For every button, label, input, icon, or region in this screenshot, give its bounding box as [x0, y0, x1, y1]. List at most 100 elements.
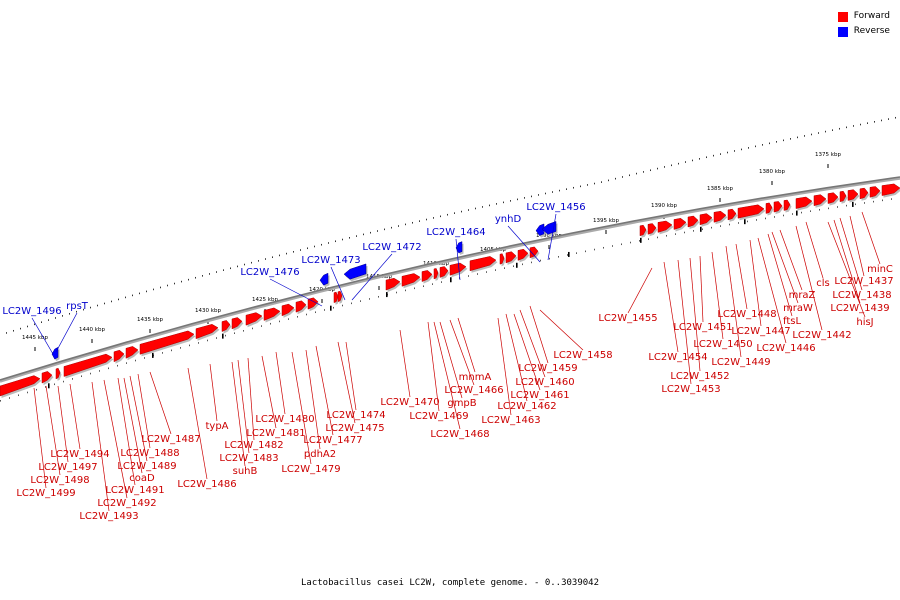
forward-gene-arrow[interactable]	[859, 187, 869, 200]
gene-label[interactable]: pdhA2	[304, 449, 336, 460]
forward-gene-arrow[interactable]	[657, 220, 673, 233]
forward-gene-arrow[interactable]	[195, 324, 219, 340]
gene-label[interactable]: LC2W_1451	[673, 322, 732, 333]
forward-gene-arrow[interactable]	[307, 297, 319, 310]
forward-gene-arrow[interactable]	[813, 194, 827, 207]
forward-gene-arrow[interactable]	[41, 371, 53, 384]
gene-label[interactable]: coaD	[129, 473, 155, 484]
forward-gene-arrow[interactable]	[421, 270, 433, 282]
gene-label[interactable]: LC2W_1472	[362, 242, 421, 253]
forward-gene-arrow[interactable]	[713, 210, 727, 223]
gene-label[interactable]: LC2W_1438	[832, 290, 891, 301]
reverse-gene-arrow[interactable]	[319, 272, 329, 286]
gene-label[interactable]: LC2W_1481	[246, 428, 305, 439]
gene-label[interactable]: LC2W_1455	[598, 313, 657, 324]
forward-gene-arrow[interactable]	[505, 251, 517, 264]
forward-gene-arrow[interactable]	[263, 307, 281, 321]
forward-gene-arrow[interactable]	[295, 300, 307, 313]
forward-gene-arrow[interactable]	[63, 353, 113, 377]
forward-gene-arrow[interactable]	[727, 208, 737, 221]
gene-label[interactable]: LC2W_1447	[731, 326, 790, 337]
gene-label[interactable]: LC2W_1439	[830, 303, 889, 314]
gene-label[interactable]: LC2W_1486	[177, 479, 236, 490]
gene-label[interactable]: hisJ	[856, 317, 873, 328]
gene-label[interactable]: mraW	[783, 303, 813, 314]
forward-gene-arrow[interactable]	[439, 266, 449, 278]
gene-label[interactable]: LC2W_1450	[693, 339, 752, 350]
gene-label[interactable]: LC2W_1480	[255, 414, 314, 425]
gene-label[interactable]: LC2W_1498	[30, 475, 89, 486]
forward-gene-arrow[interactable]	[737, 204, 765, 219]
gene-label[interactable]: LC2W_1474	[326, 410, 385, 421]
reverse-gene-arrow[interactable]	[541, 221, 557, 235]
reverse-gene-arrow[interactable]	[535, 223, 545, 236]
reverse-gene-arrow[interactable]	[51, 346, 59, 360]
gene-label[interactable]: suhB	[233, 466, 258, 477]
forward-gene-arrow[interactable]	[783, 199, 791, 211]
gene-label[interactable]: LC2W_1463	[481, 415, 540, 426]
gene-label[interactable]: LC2W_1466	[444, 385, 503, 396]
gene-label[interactable]: LC2W_1482	[224, 440, 283, 451]
gene-label[interactable]: typA	[205, 421, 228, 432]
forward-gene-arrow[interactable]	[499, 253, 505, 265]
gene-label[interactable]: LC2W_1454	[648, 352, 707, 363]
forward-gene-arrow[interactable]	[517, 248, 529, 261]
reverse-gene-arrow[interactable]	[343, 263, 367, 280]
gene-label[interactable]: mnmA	[459, 372, 492, 383]
forward-gene-arrow[interactable]	[647, 223, 657, 235]
gene-label[interactable]: LC2W_1462	[497, 401, 556, 412]
gene-label[interactable]: gmpB	[447, 398, 476, 409]
gene-label[interactable]: LC2W_1461	[510, 390, 569, 401]
gene-label[interactable]: LC2W_1497	[38, 462, 97, 473]
gene-label[interactable]: LC2W_1469	[409, 411, 468, 422]
forward-gene-arrow[interactable]	[881, 183, 900, 196]
gene-label[interactable]: LC2W_1452	[670, 371, 729, 382]
gene-label[interactable]: cls	[816, 278, 830, 289]
forward-gene-arrow[interactable]	[0, 375, 41, 397]
gene-label[interactable]: LC2W_1458	[553, 350, 612, 361]
gene-label[interactable]: ftsL	[783, 316, 801, 327]
forward-gene-arrow[interactable]	[245, 312, 263, 326]
gene-label[interactable]: LC2W_1460	[515, 377, 574, 388]
forward-gene-arrow[interactable]	[401, 273, 421, 287]
forward-gene-arrow[interactable]	[699, 213, 713, 226]
gene-label[interactable]: minC	[867, 264, 893, 275]
forward-gene-arrow[interactable]	[839, 190, 847, 203]
forward-gene-arrow[interactable]	[795, 196, 813, 209]
forward-gene-arrow[interactable]	[113, 349, 125, 363]
gene-label[interactable]: LC2W_1475	[325, 423, 384, 434]
forward-gene-arrow[interactable]	[337, 290, 343, 303]
gene-label[interactable]: LC2W_1479	[281, 464, 340, 475]
forward-gene-arrow[interactable]	[847, 189, 859, 201]
forward-gene-arrow[interactable]	[639, 224, 647, 237]
gene-label[interactable]: LC2W_1468	[430, 429, 489, 440]
gene-label[interactable]: LC2W_1483	[219, 453, 278, 464]
forward-gene-arrow[interactable]	[231, 317, 243, 330]
gene-label[interactable]: LC2W_1448	[717, 309, 776, 320]
gene-label[interactable]: LC2W_1491	[105, 485, 164, 496]
gene-label[interactable]: LC2W_1496	[2, 306, 61, 317]
forward-gene-arrow[interactable]	[433, 268, 439, 280]
gene-label[interactable]: LC2W_1473	[301, 255, 360, 266]
gene-label[interactable]: LC2W_1488	[120, 448, 179, 459]
forward-gene-arrow[interactable]	[221, 320, 231, 332]
forward-gene-arrow[interactable]	[773, 201, 783, 213]
gene-label[interactable]: LC2W_1477	[303, 435, 362, 446]
gene-label[interactable]: LC2W_1493	[79, 511, 138, 522]
gene-label[interactable]: LC2W_1442	[792, 330, 851, 341]
gene-label[interactable]: LC2W_1470	[380, 397, 439, 408]
gene-label[interactable]: LC2W_1437	[834, 276, 893, 287]
gene-label[interactable]: LC2W_1489	[117, 461, 176, 472]
gene-label[interactable]: LC2W_1459	[518, 363, 577, 374]
forward-gene-arrow[interactable]	[333, 291, 339, 304]
gene-label[interactable]: LC2W_1449	[711, 357, 770, 368]
forward-gene-arrow[interactable]	[673, 218, 687, 230]
gene-label[interactable]: LC2W_1494	[50, 449, 109, 460]
gene-label[interactable]: LC2W_1487	[141, 434, 200, 445]
gene-label[interactable]: LC2W_1456	[526, 202, 585, 213]
forward-gene-arrow[interactable]	[55, 367, 61, 380]
forward-gene-arrow[interactable]	[385, 277, 401, 291]
forward-gene-arrow[interactable]	[281, 303, 295, 317]
gene-label[interactable]: mraZ	[789, 290, 816, 301]
forward-gene-arrow[interactable]	[139, 330, 195, 355]
